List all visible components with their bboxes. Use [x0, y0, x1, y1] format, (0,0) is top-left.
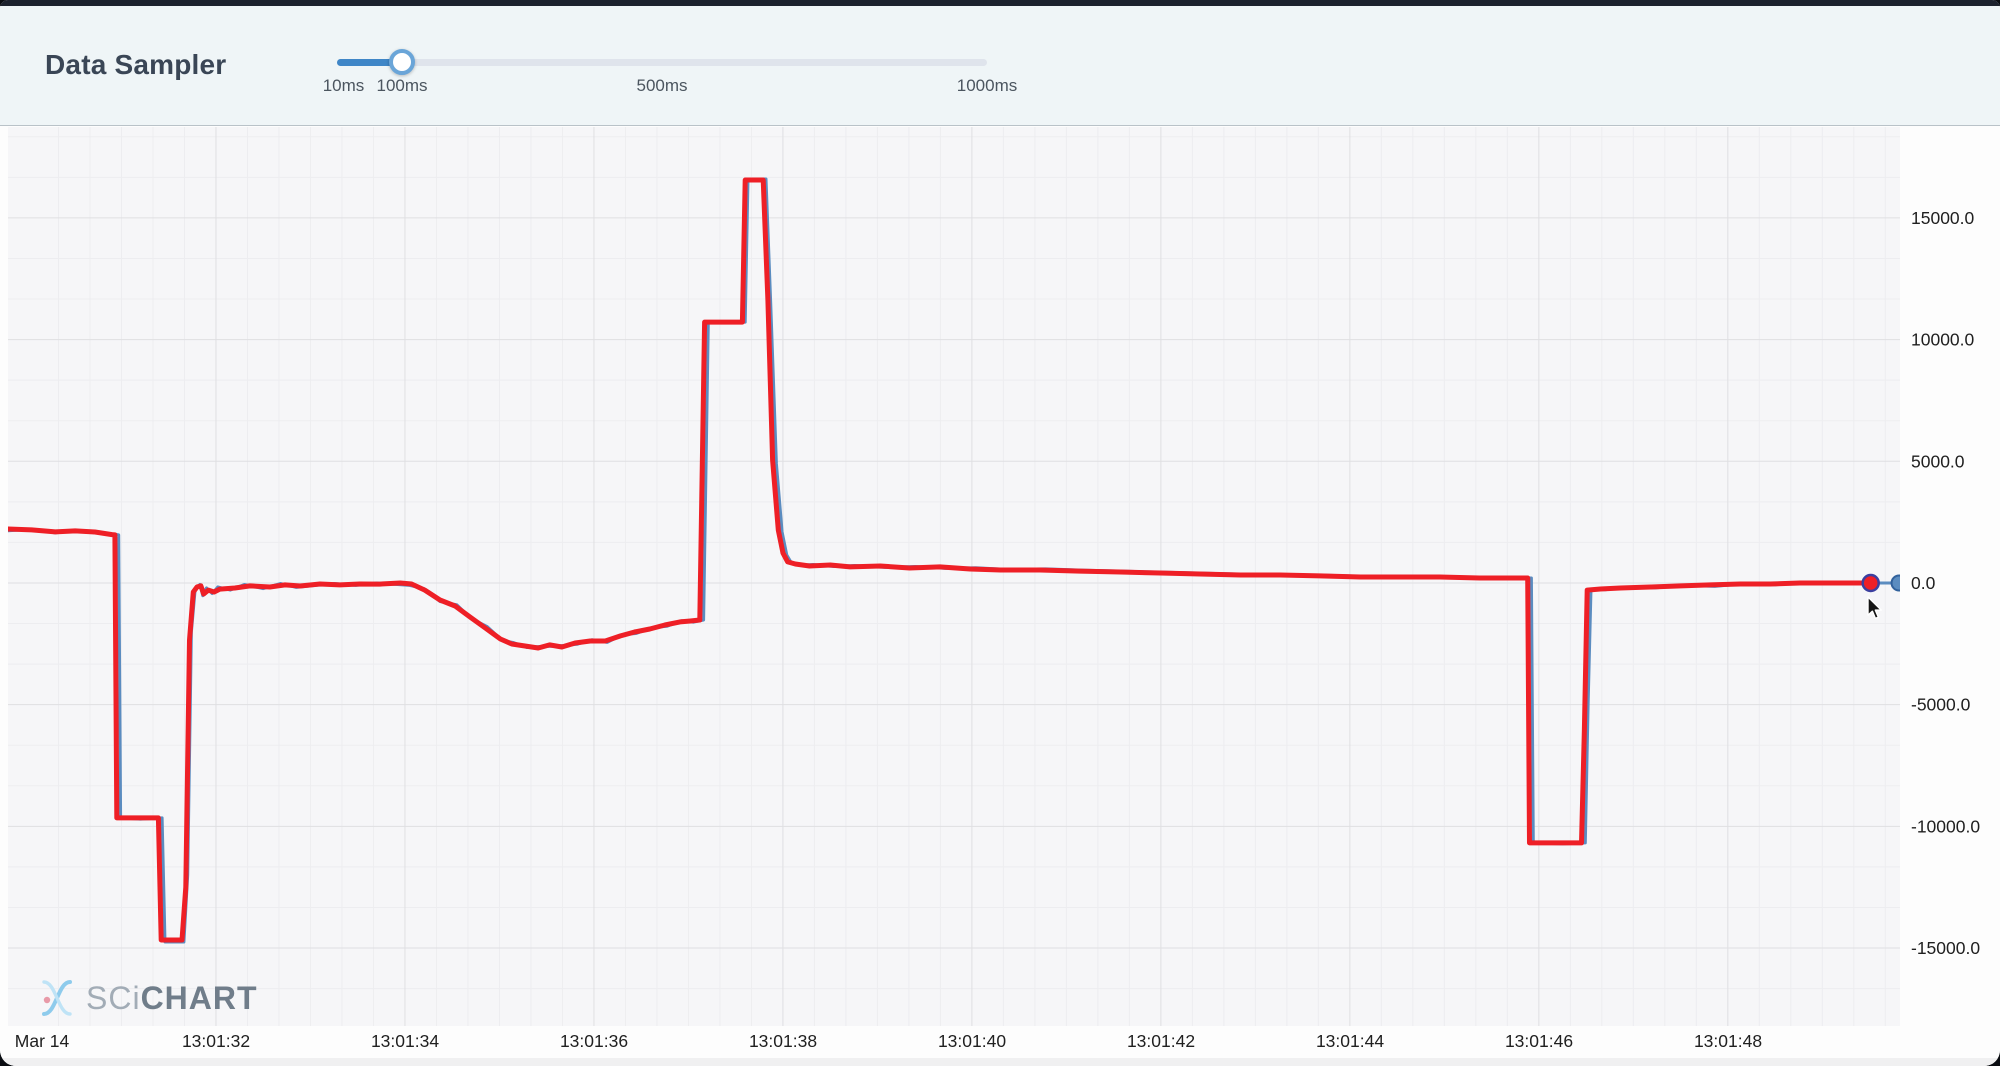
window-bottom-edge [0, 1058, 2000, 1066]
header-bar: Data Sampler 10ms 100ms 500ms 1000ms [0, 6, 2000, 126]
x-axis-label-13-01-34: 13:01:34 [371, 1031, 439, 1051]
slider-handle[interactable] [389, 49, 415, 75]
scichart-logo-icon [42, 980, 72, 1016]
x-axis-label-13-01-44: 13:01:44 [1316, 1031, 1384, 1051]
plot-background [8, 127, 1900, 1026]
chart-surface[interactable]: 15000.0 10000.0 5000.0 0.0 -5000.0 -10000.0 -1… [0, 126, 2000, 1066]
scichart-logo-text: SCiCHART [86, 979, 258, 1016]
slider-tick-label-500ms: 500ms [636, 76, 688, 95]
scichart-logo[interactable]: SCiCHART [34, 976, 258, 1020]
x-axis-label-13-01-48: 13:01:48 [1694, 1031, 1762, 1051]
page-title: Data Sampler [45, 49, 227, 80]
slider-tick-label-100ms: 100ms [376, 76, 428, 95]
x-axis-label-13-01-36: 13:01:36 [560, 1031, 628, 1051]
x-axis-label-13-01-32: 13:01:32 [182, 1031, 250, 1051]
y-axis-label-5000: 5000.0 [1911, 451, 1965, 471]
minor-gridlines [8, 127, 1900, 1026]
slider-labels: 10ms 100ms 500ms 1000ms [323, 76, 1018, 96]
y-axis-label-10000: 10000.0 [1911, 330, 1975, 350]
y-axis-label--5000: -5000.0 [1911, 695, 1971, 715]
slider-fill [337, 59, 402, 66]
window-top-edge [0, 0, 2000, 6]
y-axis-label--10000: -10000.0 [1911, 816, 1980, 836]
latest-point-marker-red [1861, 573, 1880, 593]
slider-tick-label-10ms: 10ms [322, 76, 365, 95]
x-axis-labels: Mar 14 13:01:32 13:01:34 13:01:36 13:01:38 13… [15, 1031, 1762, 1051]
mouse-cursor [1867, 596, 1882, 620]
logo-accent-dot [43, 996, 51, 1004]
y-axis-labels: 15000.0 10000.0 5000.0 0.0 -5000.0 -10000.0 -1… [1911, 208, 1980, 958]
chart-card: 15000.0 10000.0 5000.0 0.0 -5000.0 -10000.0 -1… [0, 126, 2000, 1066]
slider-track[interactable] [337, 59, 987, 66]
slider-tick-label-1000ms: 1000ms [956, 76, 1018, 95]
x-axis-label-13-01-40: 13:01:40 [938, 1031, 1006, 1051]
sample-rate-slider[interactable]: 10ms 100ms 500ms 1000ms [323, 46, 1018, 96]
y-axis-label--15000: -15000.0 [1911, 938, 1980, 958]
x-axis-label-13-01-38: 13:01:38 [749, 1031, 817, 1051]
y-axis-label-0: 0.0 [1911, 573, 1936, 593]
series-line-sampled-data-100ms [8, 177, 1874, 943]
y-axis-label-15000: 15000.0 [1911, 208, 1975, 228]
x-axis-label-13-01-46: 13:01:46 [1505, 1031, 1573, 1051]
x-axis-label-13-01-42: 13:01:42 [1127, 1031, 1195, 1051]
latest-point-marker-blue [1890, 574, 1900, 592]
x-axis-label-Mar-14: Mar 14 [15, 1031, 70, 1051]
